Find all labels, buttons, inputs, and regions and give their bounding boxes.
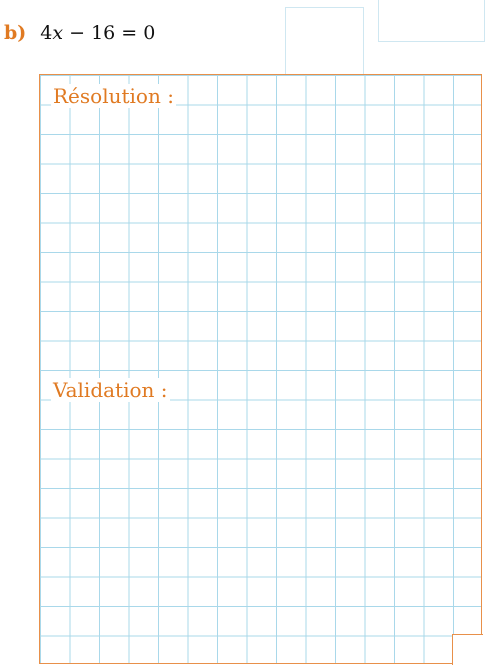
validation-label: Validation :	[51, 378, 170, 402]
decorative-box	[285, 7, 364, 81]
question-line: b) 4x − 16 = 0	[4, 20, 155, 46]
decorative-box	[378, 0, 485, 42]
resolution-label: Résolution :	[51, 84, 176, 108]
equation-variable: x	[52, 22, 64, 44]
equation: 4x − 16 = 0	[40, 22, 155, 44]
grid-corner-notch	[452, 634, 483, 665]
equation-coefficient: 4	[40, 22, 53, 44]
equation-rest: − 16 = 0	[63, 22, 156, 44]
answer-grid[interactable]	[39, 74, 482, 664]
question-label: b)	[4, 22, 27, 44]
